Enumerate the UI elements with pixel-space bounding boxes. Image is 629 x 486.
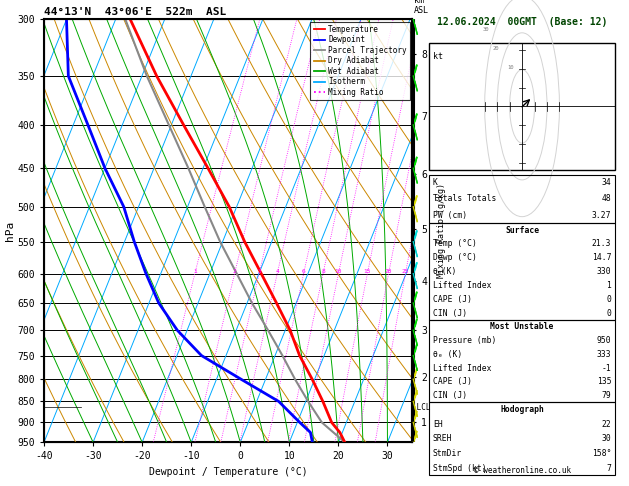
Text: 34: 34 — [601, 178, 611, 187]
Text: 3.27: 3.27 — [592, 210, 611, 220]
X-axis label: Dewpoint / Temperature (°C): Dewpoint / Temperature (°C) — [148, 467, 308, 477]
Text: 2: 2 — [233, 269, 237, 274]
Text: Lifted Index: Lifted Index — [433, 281, 491, 290]
Text: 0: 0 — [606, 309, 611, 317]
Text: kt: kt — [433, 52, 443, 61]
Text: Mixing Ratio (g/kg): Mixing Ratio (g/kg) — [437, 183, 446, 278]
Text: 4: 4 — [276, 269, 279, 274]
Text: 48: 48 — [601, 194, 611, 204]
Text: 330: 330 — [597, 267, 611, 276]
Text: 135: 135 — [597, 377, 611, 386]
Text: km
ASL: km ASL — [414, 0, 429, 15]
Text: 0: 0 — [606, 295, 611, 304]
Text: Temp (°C): Temp (°C) — [433, 240, 477, 248]
Text: © weatheronline.co.uk: © weatheronline.co.uk — [474, 467, 571, 475]
Bar — [429, 320, 615, 402]
Text: CIN (J): CIN (J) — [433, 309, 467, 317]
Text: 14.7: 14.7 — [592, 253, 611, 262]
Text: 7: 7 — [606, 464, 611, 473]
Text: 21.3: 21.3 — [592, 240, 611, 248]
Text: StmSpd (kt): StmSpd (kt) — [433, 464, 486, 473]
Text: Dewp (°C): Dewp (°C) — [433, 253, 477, 262]
Bar — [429, 402, 615, 475]
Text: Totals Totals: Totals Totals — [433, 194, 496, 204]
Text: PW (cm): PW (cm) — [433, 210, 467, 220]
Text: 79: 79 — [601, 391, 611, 400]
Text: 158°: 158° — [592, 449, 611, 458]
Text: LCL: LCL — [412, 402, 430, 412]
Text: Surface: Surface — [505, 226, 539, 235]
Text: 30: 30 — [601, 434, 611, 443]
Text: 333: 333 — [597, 350, 611, 359]
Text: 8: 8 — [321, 269, 325, 274]
Text: 20: 20 — [385, 269, 392, 274]
Text: CAPE (J): CAPE (J) — [433, 295, 472, 304]
Text: CAPE (J): CAPE (J) — [433, 377, 472, 386]
Text: θₑ(K): θₑ(K) — [433, 267, 457, 276]
Text: Most Unstable: Most Unstable — [491, 322, 554, 331]
Bar — [429, 43, 615, 170]
Text: θₑ (K): θₑ (K) — [433, 350, 462, 359]
Text: 950: 950 — [597, 336, 611, 345]
Text: SREH: SREH — [433, 434, 452, 443]
Text: 1: 1 — [193, 269, 197, 274]
Text: Hodograph: Hodograph — [500, 405, 544, 414]
Text: Pressure (mb): Pressure (mb) — [433, 336, 496, 345]
Text: -1: -1 — [601, 364, 611, 373]
Text: 10: 10 — [335, 269, 342, 274]
Legend: Temperature, Dewpoint, Parcel Trajectory, Dry Adiabat, Wet Adiabat, Isotherm, Mi: Temperature, Dewpoint, Parcel Trajectory… — [311, 22, 409, 100]
Text: K: K — [433, 178, 438, 187]
Text: 10: 10 — [508, 65, 514, 69]
Text: 30: 30 — [482, 27, 489, 32]
Text: CIN (J): CIN (J) — [433, 391, 467, 400]
Text: EH: EH — [433, 420, 443, 429]
Text: StmDir: StmDir — [433, 449, 462, 458]
Text: 3: 3 — [257, 269, 261, 274]
Y-axis label: hPa: hPa — [4, 221, 14, 241]
Text: 20: 20 — [493, 46, 499, 51]
Text: 6: 6 — [302, 269, 306, 274]
Text: 1: 1 — [606, 281, 611, 290]
Bar — [429, 223, 615, 320]
Text: 15: 15 — [364, 269, 371, 274]
Text: 25: 25 — [402, 269, 409, 274]
Text: 44°13'N  43°06'E  522m  ASL: 44°13'N 43°06'E 522m ASL — [44, 7, 226, 17]
Text: 12.06.2024  00GMT  (Base: 12): 12.06.2024 00GMT (Base: 12) — [437, 17, 607, 27]
Text: Lifted Index: Lifted Index — [433, 364, 491, 373]
Bar — [429, 175, 615, 223]
Text: 22: 22 — [601, 420, 611, 429]
